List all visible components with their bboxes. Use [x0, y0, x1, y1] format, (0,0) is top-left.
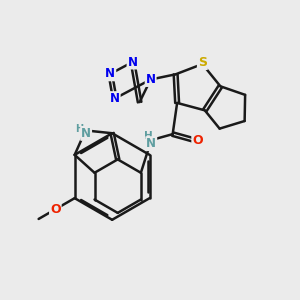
Text: N: N: [146, 137, 156, 150]
Text: N: N: [81, 127, 91, 140]
Text: N: N: [146, 73, 156, 86]
Text: O: O: [192, 134, 203, 147]
Text: H: H: [144, 131, 153, 141]
Text: H: H: [75, 124, 83, 134]
Text: O: O: [50, 203, 61, 216]
Text: N: N: [110, 92, 120, 105]
Text: N: N: [128, 56, 137, 68]
Text: N: N: [105, 67, 115, 80]
Text: S: S: [198, 56, 207, 69]
